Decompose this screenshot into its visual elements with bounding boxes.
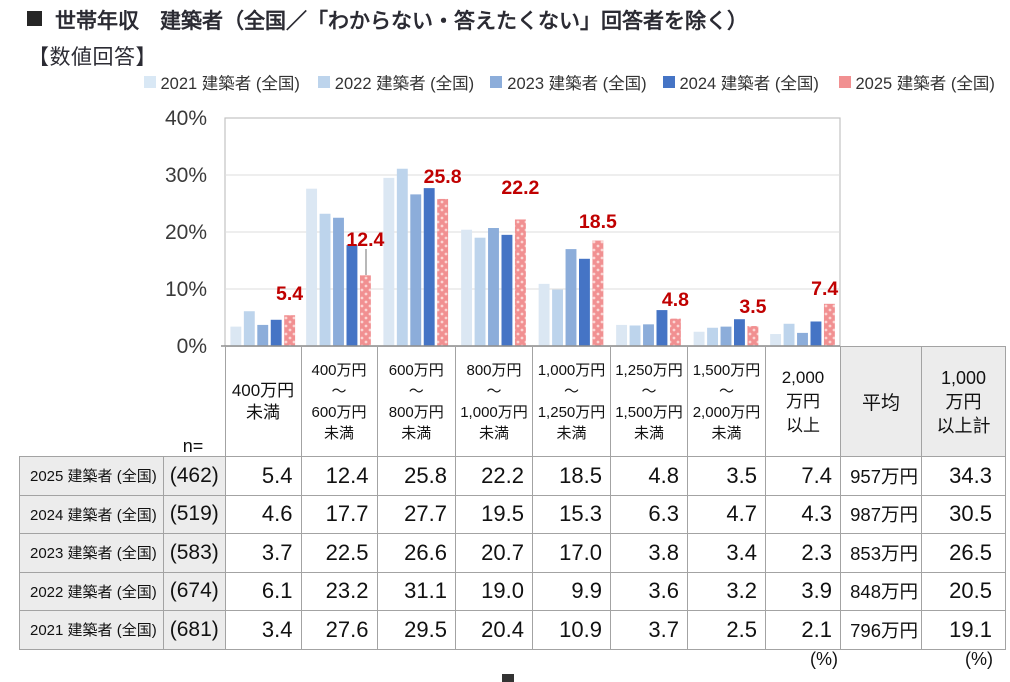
svg-text:30%: 30% [165,164,207,187]
svg-text:0%: 0% [177,335,207,358]
svg-text:4.8: 4.8 [662,289,689,311]
svg-text:40%: 40% [165,108,207,130]
svg-text:18.5: 18.5 [579,211,617,233]
svg-text:12.4: 12.4 [346,229,384,251]
svg-text:7.4: 7.4 [811,278,838,300]
svg-text:10%: 10% [165,278,207,301]
svg-text:20%: 20% [165,221,207,244]
svg-text:3.5: 3.5 [739,296,766,318]
svg-text:22.2: 22.2 [501,177,539,199]
svg-text:25.8: 25.8 [424,166,462,188]
svg-text:5.4: 5.4 [276,283,303,305]
